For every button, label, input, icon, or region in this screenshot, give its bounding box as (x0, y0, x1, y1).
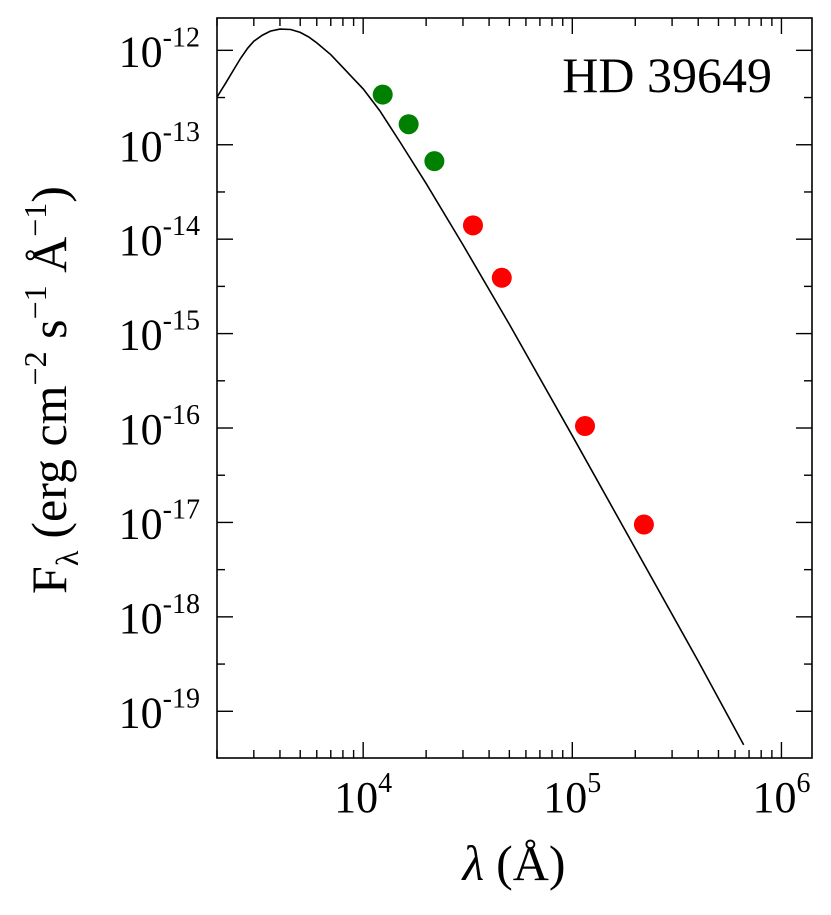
green-photometry-point (424, 151, 445, 172)
annotation-label: HD 39649 (562, 47, 772, 103)
y-tick-label: 10-14 (119, 211, 200, 265)
red-photometry-point (633, 514, 654, 535)
green-photometry-point (372, 84, 393, 105)
x-tick-label: 106 (752, 768, 810, 822)
y-tick-label: 10-18 (119, 589, 200, 643)
y-tick-label: 10-12 (119, 22, 200, 76)
red-photometry-point (575, 416, 596, 437)
red-photometry-point (462, 215, 483, 236)
x-tick-labels: 104 105 106 (334, 768, 810, 822)
x-tick-label: 104 (334, 768, 392, 822)
y-tick-label: 10-16 (119, 400, 200, 454)
y-axis-label: Fλ(erg cm−2 s−1 Å−1) (17, 186, 85, 594)
series-layer (216, 28, 745, 746)
y-tick-label: 10-19 (119, 683, 200, 737)
green-photometry-point (398, 114, 419, 135)
x-axis-label: λ (Å) (460, 835, 565, 891)
y-tick-label: 10-15 (119, 306, 200, 360)
y-tick-labels: 10-12 10-13 10-14 10-15 10-16 10-17 10-18 10-19 (119, 22, 200, 737)
axis-ticks (216, 18, 812, 758)
plot-frame (216, 17, 813, 759)
x-tick-label: 105 (543, 768, 601, 822)
red-photometry-point (491, 267, 512, 288)
y-tick-label: 10-17 (119, 494, 200, 548)
y-tick-label: 10-13 (119, 117, 200, 171)
model-sed-line (216, 28, 745, 746)
